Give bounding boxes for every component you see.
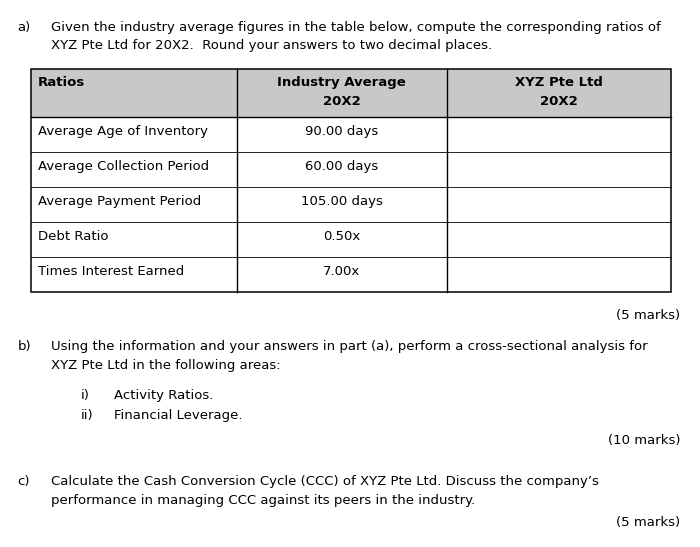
Bar — [31, 69, 671, 292]
Text: Using the information and your answers in part (a), perform a cross-sectional an: Using the information and your answers i… — [51, 340, 648, 353]
Text: Average Payment Period: Average Payment Period — [38, 195, 201, 208]
Text: Financial Leverage.: Financial Leverage. — [114, 409, 243, 422]
Text: Industry Average: Industry Average — [277, 76, 406, 89]
Text: Times Interest Earned: Times Interest Earned — [38, 265, 184, 278]
Text: Calculate the Cash Conversion Cycle (CCC) of XYZ Pte Ltd. Discuss the company’s: Calculate the Cash Conversion Cycle (CCC… — [51, 475, 599, 488]
Text: XYZ Pte Ltd: XYZ Pte Ltd — [514, 76, 603, 89]
Text: Activity Ratios.: Activity Ratios. — [114, 389, 214, 403]
Text: 60.00 days: 60.00 days — [305, 160, 378, 173]
Text: 20X2: 20X2 — [540, 95, 578, 108]
Text: performance in managing CCC against its peers in the industry.: performance in managing CCC against its … — [51, 494, 475, 507]
Text: (5 marks): (5 marks) — [616, 309, 680, 322]
Text: ii): ii) — [80, 409, 93, 422]
Bar — [31, 69, 671, 117]
Text: 105.00 days: 105.00 days — [301, 195, 382, 208]
Text: a): a) — [18, 21, 31, 34]
Text: 90.00 days: 90.00 days — [305, 125, 378, 138]
Text: Debt Ratio: Debt Ratio — [38, 230, 108, 243]
Text: 0.50x: 0.50x — [323, 230, 360, 243]
Text: 7.00x: 7.00x — [323, 265, 360, 278]
Text: XYZ Pte Ltd in the following areas:: XYZ Pte Ltd in the following areas: — [51, 359, 281, 372]
Text: (5 marks): (5 marks) — [616, 516, 680, 529]
Text: Ratios: Ratios — [38, 76, 85, 89]
Text: i): i) — [80, 389, 90, 403]
Text: Given the industry average figures in the table below, compute the corresponding: Given the industry average figures in th… — [51, 21, 661, 34]
Text: XYZ Pte Ltd for 20X2.  Round your answers to two decimal places.: XYZ Pte Ltd for 20X2. Round your answers… — [51, 39, 492, 53]
Text: Average Collection Period: Average Collection Period — [38, 160, 209, 173]
Text: c): c) — [18, 475, 30, 488]
Text: 20X2: 20X2 — [323, 95, 360, 108]
Text: b): b) — [18, 340, 31, 353]
Text: (10 marks): (10 marks) — [608, 434, 680, 447]
Text: Average Age of Inventory: Average Age of Inventory — [38, 125, 208, 138]
